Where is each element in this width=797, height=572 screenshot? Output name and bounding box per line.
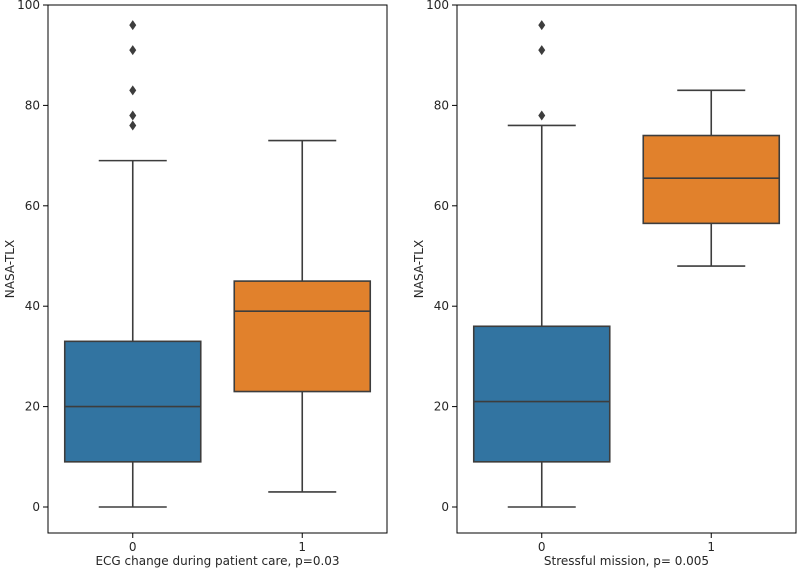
y-tick-label: 40	[434, 299, 449, 313]
x-tick-label: 1	[298, 540, 306, 554]
outlier-point	[129, 20, 137, 31]
plot-frame	[47, 4, 388, 534]
box-group-0	[63, 20, 202, 508]
y-axis-label: NASA-TLX	[412, 240, 426, 298]
outlier-point	[129, 45, 137, 56]
y-tick-label: 20	[25, 400, 40, 414]
y-tick-label: 80	[25, 98, 40, 112]
y-tick-label: 0	[32, 500, 40, 514]
y-tick-label: 20	[434, 400, 449, 414]
x-axis-label: ECG change during patient care, p=0.03	[95, 554, 339, 568]
box-group-0	[472, 20, 611, 508]
box-group-1	[233, 139, 372, 493]
y-tick-label: 100	[426, 0, 449, 12]
outlier-point	[538, 20, 546, 31]
box-group-1	[642, 89, 781, 267]
outlier-point	[129, 85, 137, 96]
y-tick-label: 100	[17, 0, 40, 12]
iqr-box	[472, 325, 611, 463]
y-tick-label: 60	[25, 199, 40, 213]
y-tick-label: 0	[441, 500, 449, 514]
iqr-box	[642, 134, 781, 225]
iqr-box	[63, 340, 202, 463]
x-tick-label: 0	[129, 540, 137, 554]
y-tick-label: 80	[434, 98, 449, 112]
outlier-point	[538, 110, 546, 121]
plot-frame	[456, 4, 797, 534]
y-tick-label: 40	[25, 299, 40, 313]
x-tick-label: 0	[538, 540, 546, 554]
x-tick-label: 1	[707, 540, 715, 554]
y-tick-label: 60	[434, 199, 449, 213]
x-axis-label: Stressful mission, p= 0.005	[544, 554, 709, 568]
outlier-point	[129, 110, 137, 121]
iqr-box	[233, 280, 372, 393]
outlier-point	[129, 120, 137, 131]
outlier-point	[538, 45, 546, 56]
y-axis-label: NASA-TLX	[3, 240, 17, 298]
